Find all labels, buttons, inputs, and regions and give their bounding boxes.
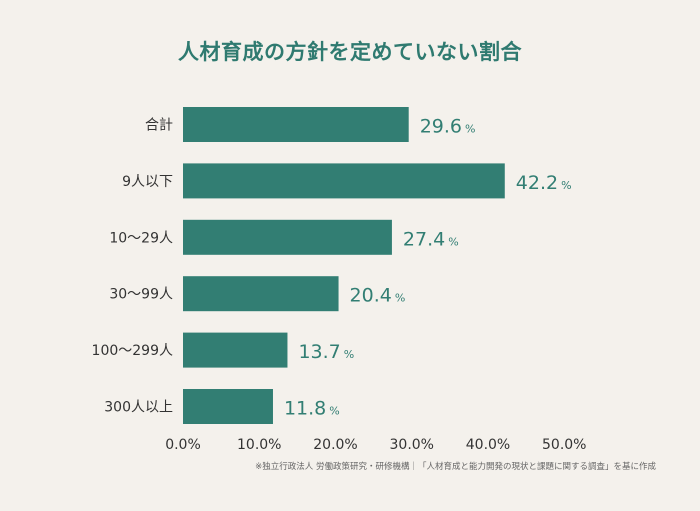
- x-tick-label: 20.0%: [313, 437, 357, 453]
- category-label: 9人以下: [122, 174, 173, 190]
- category-label: 100〜299人: [92, 343, 173, 359]
- data-label: 13.7%: [298, 341, 354, 363]
- bar: [183, 389, 273, 424]
- x-tick-label: 50.0%: [542, 437, 586, 453]
- category-label: 10〜29人: [109, 230, 173, 246]
- bar: [183, 219, 392, 255]
- data-label: 27.4%: [403, 228, 459, 250]
- x-tick-label: 0.0%: [165, 437, 201, 453]
- bar: [183, 163, 505, 199]
- chart-title: 人材育成の方針を定めていない割合: [178, 40, 522, 64]
- source-note: ※独立行政法人 労働政策研究・研修機構｜「人材育成と能力開発の現状と課題に関する…: [255, 462, 656, 472]
- bar: [183, 107, 409, 142]
- x-tick-label: 10.0%: [237, 437, 281, 453]
- category-label: 300人以上: [104, 400, 173, 416]
- x-tick-label: 30.0%: [390, 437, 434, 453]
- data-label: 42.2%: [516, 172, 572, 194]
- category-label: 合計: [145, 118, 173, 134]
- x-tick-label: 40.0%: [466, 437, 510, 453]
- data-label: 11.8%: [284, 398, 340, 420]
- data-label: 20.4%: [350, 285, 406, 307]
- bar: [183, 276, 339, 312]
- category-label: 30〜99人: [109, 287, 173, 303]
- bar: [183, 332, 288, 368]
- data-label: 29.6%: [420, 116, 476, 138]
